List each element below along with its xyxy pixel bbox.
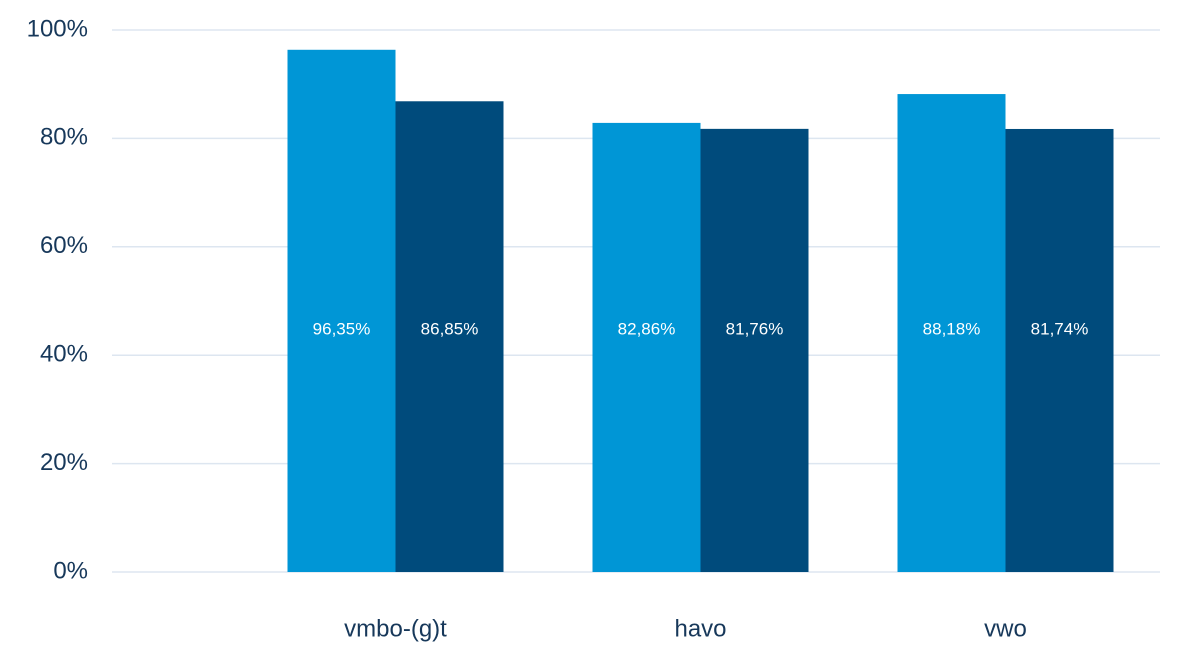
y-tick-label: 100% (27, 15, 88, 42)
x-tick-label: vwo (984, 615, 1027, 642)
value-label: 96,35% (313, 319, 371, 338)
value-label: 82,86% (618, 319, 676, 338)
y-tick-label: 80% (40, 124, 88, 151)
bar (700, 128, 809, 573)
value-label: 81,74% (1031, 319, 1089, 338)
x-tick-label: havo (674, 615, 726, 642)
y-tick-label: 20% (40, 449, 88, 476)
value-label: 88,18% (923, 319, 981, 338)
x-tick-label: vmbo-(g)t (344, 615, 447, 642)
bar (287, 49, 396, 572)
bar (1005, 128, 1114, 573)
bar (897, 94, 1006, 573)
y-tick-label: 60% (40, 232, 88, 259)
y-tick-label: 0% (53, 557, 88, 584)
bar (592, 122, 701, 572)
value-label: 81,76% (726, 319, 784, 338)
value-label: 86,85% (421, 319, 479, 338)
bar (395, 101, 504, 572)
y-tick-label: 40% (40, 341, 88, 368)
